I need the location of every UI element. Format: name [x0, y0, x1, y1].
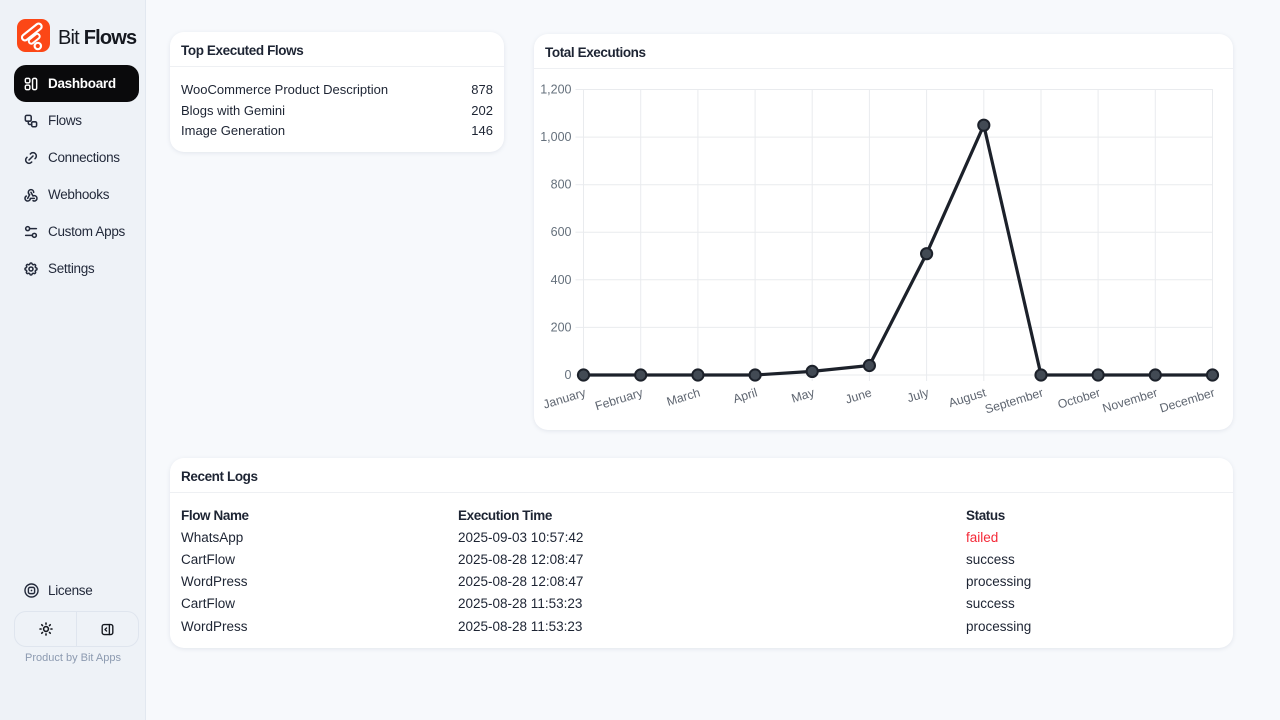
svg-text:September: September	[983, 385, 1045, 416]
svg-text:400: 400	[551, 273, 572, 287]
svg-text:April: April	[731, 385, 759, 406]
svg-text:October: October	[1056, 385, 1102, 411]
svg-text:800: 800	[551, 178, 572, 192]
svg-text:March: March	[665, 385, 702, 408]
svg-text:1,000: 1,000	[540, 130, 571, 144]
svg-text:November: November	[1101, 385, 1159, 415]
svg-text:1,200: 1,200	[540, 83, 571, 97]
svg-text:200: 200	[551, 320, 572, 334]
svg-text:June: June	[844, 385, 874, 406]
svg-text:February: February	[593, 385, 645, 413]
svg-text:May: May	[790, 385, 817, 405]
svg-text:August: August	[947, 385, 988, 410]
svg-text:0: 0	[565, 368, 572, 382]
svg-text:600: 600	[551, 225, 572, 239]
svg-text:December: December	[1158, 385, 1216, 415]
svg-text:July: July	[905, 385, 931, 405]
svg-text:January: January	[541, 385, 588, 411]
